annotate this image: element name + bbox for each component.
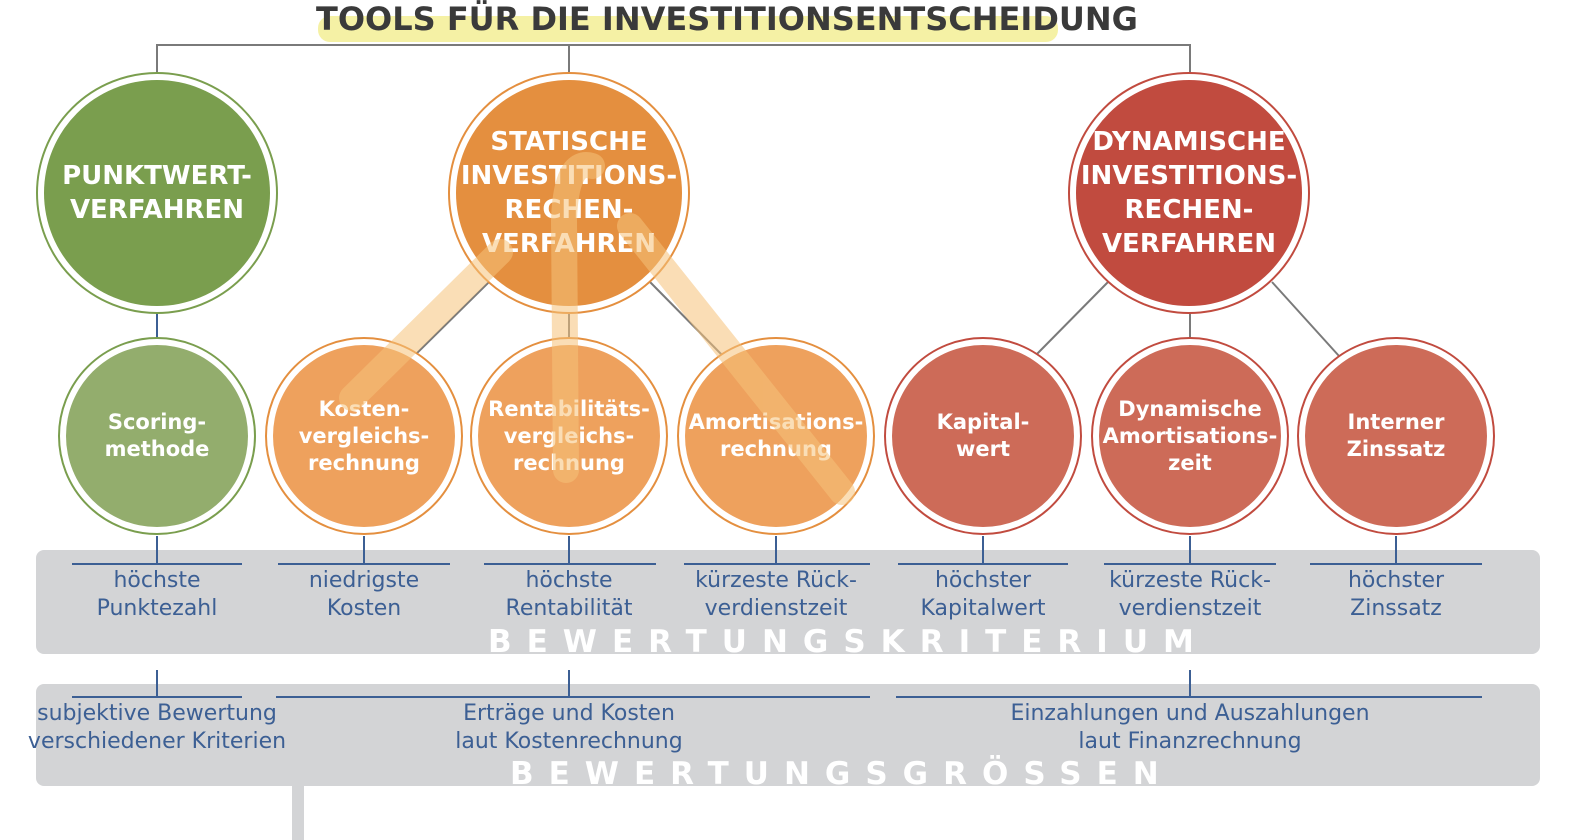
quantities-band xyxy=(36,684,1540,786)
criterion-text: höchster Kapitalwert xyxy=(920,568,1046,621)
page-title: TOOLS FÜR DIE INVESTITIONSENTSCHEIDUNG xyxy=(316,0,1138,38)
main-method-label: STATISCHE INVESTITIONS- RECHEN- VERFAHRE… xyxy=(456,80,682,306)
criteria-band xyxy=(36,550,1540,654)
connector-dynamisch-zinssatz xyxy=(1271,281,1340,357)
sub-method-label: Dynamische Amortisations- zeit xyxy=(1099,345,1281,527)
criterion-text: kürzeste Rück- verdienstzeit xyxy=(695,568,857,621)
sub-method-label: Rentabilitäts- vergleichs- rechnung xyxy=(478,345,660,527)
quantity-text: subjektive Bewertung verschiedener Krite… xyxy=(27,701,287,754)
sub-method-rentabilitaet: Rentabilitäts- vergleichs- rechnung xyxy=(470,337,668,535)
criterion-text: höchste Rentabilität xyxy=(505,568,633,621)
sub-method-label: Kosten- vergleichs- rechnung xyxy=(273,345,455,527)
sub-method-kostenvergleich: Kosten- vergleichs- rechnung xyxy=(265,337,463,535)
main-method-dynamisch: DYNAMISCHE INVESTITIONS- RECHEN- VERFAHR… xyxy=(1068,72,1310,314)
quantity-text: Erträge und Kosten laut Kostenrechnung xyxy=(455,701,683,754)
criterion-text: höchste Punktezahl xyxy=(96,568,218,621)
quantities-band-label: BEWERTUNGSGRÖSSEN xyxy=(510,756,1174,792)
sub-method-label: Amortisations- rechnung xyxy=(685,345,867,527)
sub-method-kapitalwert: Kapital- wert xyxy=(884,337,1082,535)
criterion-text: niedrigste Kosten xyxy=(308,568,420,621)
sub-method-label: Kapital- wert xyxy=(892,345,1074,527)
criterion-text: kürzeste Rück- verdienstzeit xyxy=(1109,568,1271,621)
main-method-label: DYNAMISCHE INVESTITIONS- RECHEN- VERFAHR… xyxy=(1076,80,1302,306)
sub-method-scoring: Scoring- methode xyxy=(58,337,256,535)
main-method-label: PUNKTWERT- VERFAHREN xyxy=(44,80,270,306)
connector-top-bracket xyxy=(156,44,1191,77)
sub-method-label: Interner Zinssatz xyxy=(1305,345,1487,527)
sub-method-dyn-amortisation: Dynamische Amortisations- zeit xyxy=(1091,337,1289,535)
main-method-statisch: STATISCHE INVESTITIONS- RECHEN- VERFAHRE… xyxy=(448,72,690,314)
sub-method-label: Scoring- methode xyxy=(66,345,248,527)
title-highlight xyxy=(318,16,1058,42)
sub-method-amortisation: Amortisations- rechnung xyxy=(677,337,875,535)
sub-method-interner-zinssatz: Interner Zinssatz xyxy=(1297,337,1495,535)
criteria-band-label: BEWERTUNGSKRITERIUM xyxy=(488,624,1209,660)
main-method-punktwert: PUNKTWERT- VERFAHREN xyxy=(36,72,278,314)
criterion-text: höchster Zinssatz xyxy=(1347,568,1445,621)
connector-dynamisch-kapitalwert xyxy=(1034,281,1109,357)
quantity-text: Einzahlungen und Auszahlungen laut Finan… xyxy=(1010,701,1370,754)
